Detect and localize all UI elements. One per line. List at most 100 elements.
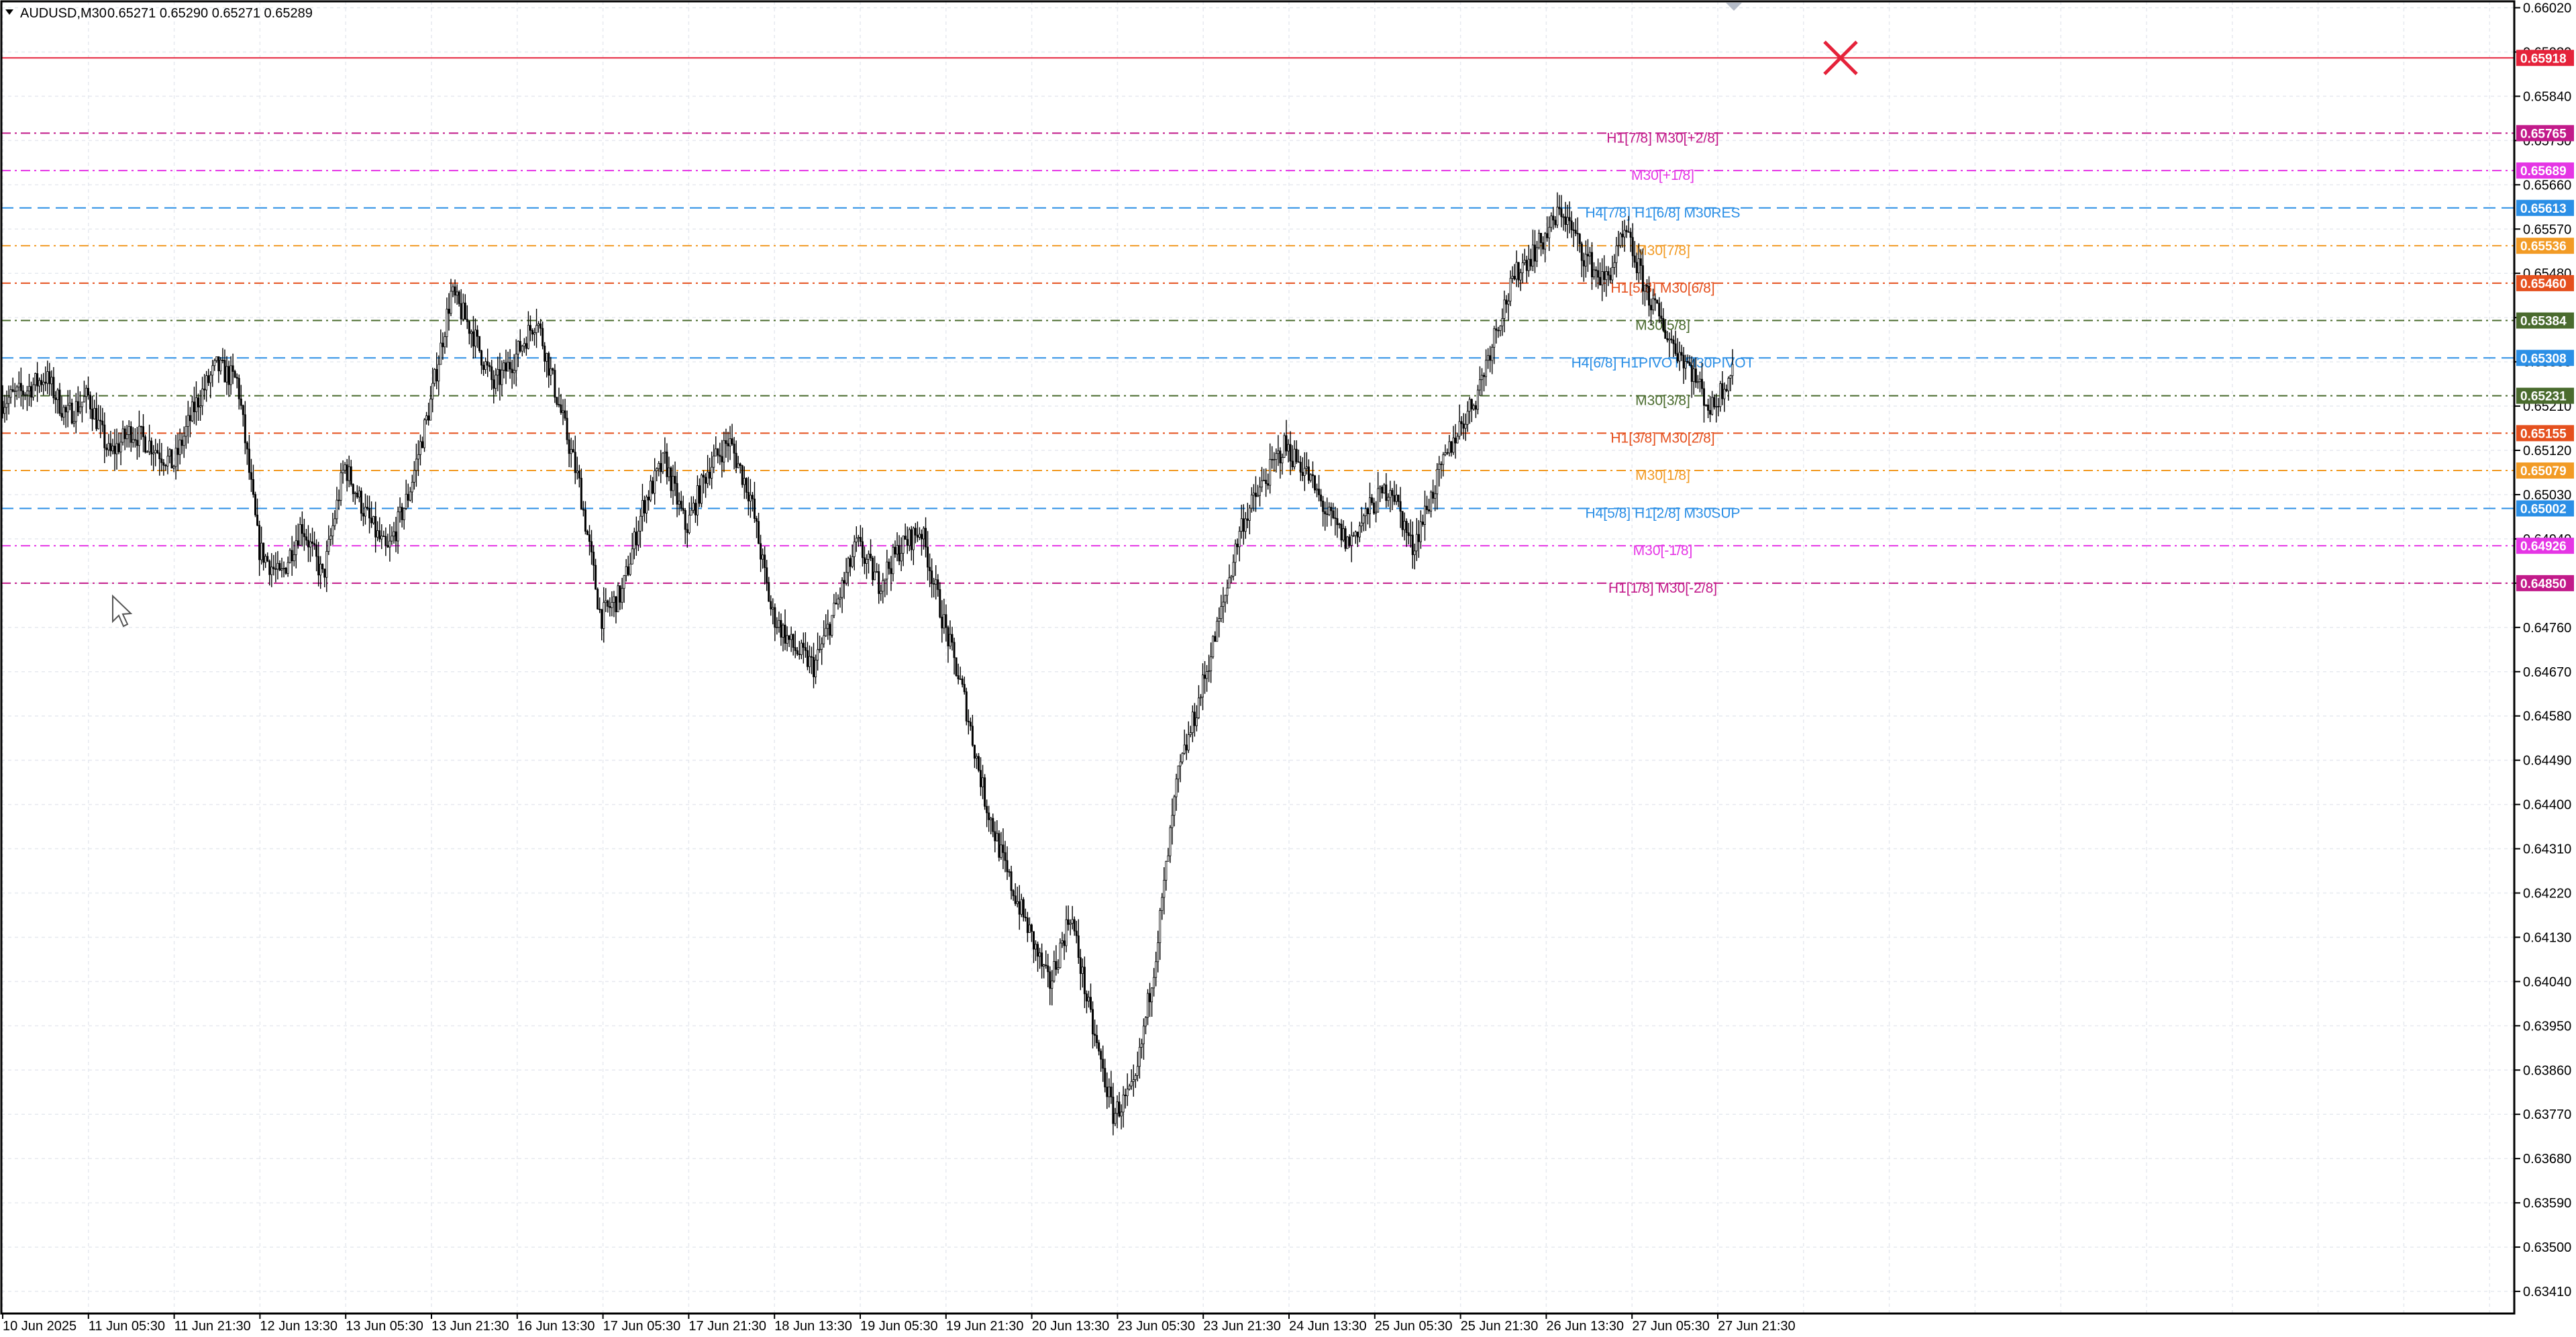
candle xyxy=(916,521,919,542)
candle xyxy=(1456,432,1459,444)
candle-body xyxy=(32,384,35,398)
candle xyxy=(1417,519,1420,558)
candle xyxy=(772,598,774,625)
time-axis[interactable]: 10 Jun 2025 11 Jun 05:30 11 Jun 21:30 12 Ju… xyxy=(2,1314,1796,1334)
candle-body xyxy=(1607,271,1610,276)
candle xyxy=(1089,983,1092,1013)
candle xyxy=(444,332,446,354)
candle-body xyxy=(564,410,566,419)
candle-body xyxy=(1120,1111,1123,1117)
candle xyxy=(1283,432,1286,458)
candle xyxy=(1415,517,1418,561)
candle xyxy=(631,533,633,564)
candle xyxy=(1014,883,1017,906)
chart-shift-icon[interactable] xyxy=(1726,3,1742,11)
candle-body xyxy=(1092,1009,1094,1035)
candle xyxy=(1047,954,1049,987)
price-tick-label: 0.64670 xyxy=(2523,665,2571,680)
candle xyxy=(213,358,216,371)
candle-body xyxy=(1564,216,1567,225)
candle-body xyxy=(1458,421,1461,437)
candle xyxy=(478,336,481,353)
candle-body xyxy=(1173,796,1176,816)
candle xyxy=(1466,401,1469,432)
price-tick-label: 0.65840 xyxy=(2523,89,2571,104)
candle-body xyxy=(111,446,114,452)
candle-body xyxy=(374,516,377,538)
candle xyxy=(988,805,990,832)
candle xyxy=(1116,1095,1119,1129)
level-label: M30[-1/8] xyxy=(1633,543,1693,558)
candle xyxy=(152,445,155,471)
candle-body xyxy=(58,389,61,414)
candle xyxy=(1338,522,1341,529)
candle xyxy=(1474,401,1477,418)
candle-body xyxy=(945,614,947,628)
candle xyxy=(301,511,303,547)
candle xyxy=(62,405,65,426)
candle xyxy=(1202,663,1204,711)
candle xyxy=(947,625,949,663)
candle-body xyxy=(266,556,269,562)
candle-body xyxy=(1599,277,1602,286)
candle xyxy=(570,438,572,468)
candle-body xyxy=(1175,779,1178,797)
candle-body xyxy=(1613,262,1616,268)
candle-body xyxy=(963,684,966,693)
candle-body xyxy=(1682,354,1685,368)
symbol-menu-icon[interactable] xyxy=(5,9,13,15)
candle-body xyxy=(1377,488,1380,513)
candle xyxy=(650,475,652,502)
candle-body xyxy=(360,491,362,514)
candle xyxy=(1252,484,1255,511)
candle-body xyxy=(988,812,990,820)
candle-body xyxy=(1481,375,1484,381)
candle xyxy=(1289,431,1292,475)
candle xyxy=(130,421,132,452)
candle-body xyxy=(1065,919,1068,946)
candle xyxy=(1171,798,1174,845)
candle-body xyxy=(529,325,531,331)
level-price-tag: 0.65536 xyxy=(2516,238,2574,254)
candle xyxy=(150,437,153,466)
candle xyxy=(1242,504,1245,545)
candle-body xyxy=(393,531,395,537)
candle-body xyxy=(1517,262,1520,281)
candle-body xyxy=(521,346,523,352)
candle xyxy=(234,369,236,379)
candles[interactable] xyxy=(1,192,1734,1136)
candle-body xyxy=(501,370,503,385)
candle xyxy=(910,526,913,561)
candle xyxy=(60,396,63,422)
candle-body xyxy=(615,596,617,613)
candle xyxy=(1521,253,1524,284)
candle xyxy=(562,399,564,426)
candle-body xyxy=(717,448,719,456)
candle xyxy=(17,371,20,399)
candle xyxy=(623,575,625,603)
candle-body xyxy=(1531,244,1534,267)
price-tick-label: 0.63770 xyxy=(2523,1107,2571,1122)
candle-body xyxy=(1597,270,1600,278)
candle-body xyxy=(629,563,631,575)
candle xyxy=(1114,1107,1117,1126)
candle-body xyxy=(745,478,748,493)
candle-body xyxy=(953,642,956,658)
candle xyxy=(599,597,601,613)
candle xyxy=(1067,905,1070,931)
candle-body xyxy=(1348,536,1351,546)
candle xyxy=(1487,348,1490,369)
candle-body xyxy=(1409,534,1412,536)
candle-body xyxy=(325,551,328,578)
candle xyxy=(1122,1086,1125,1128)
candle-body xyxy=(1230,576,1233,579)
candle-body xyxy=(774,607,776,628)
candle xyxy=(521,344,523,356)
candle-body xyxy=(97,419,100,430)
candle-body xyxy=(1202,675,1204,698)
candle xyxy=(325,540,328,593)
candle-body xyxy=(1511,276,1514,279)
candle xyxy=(590,530,593,565)
